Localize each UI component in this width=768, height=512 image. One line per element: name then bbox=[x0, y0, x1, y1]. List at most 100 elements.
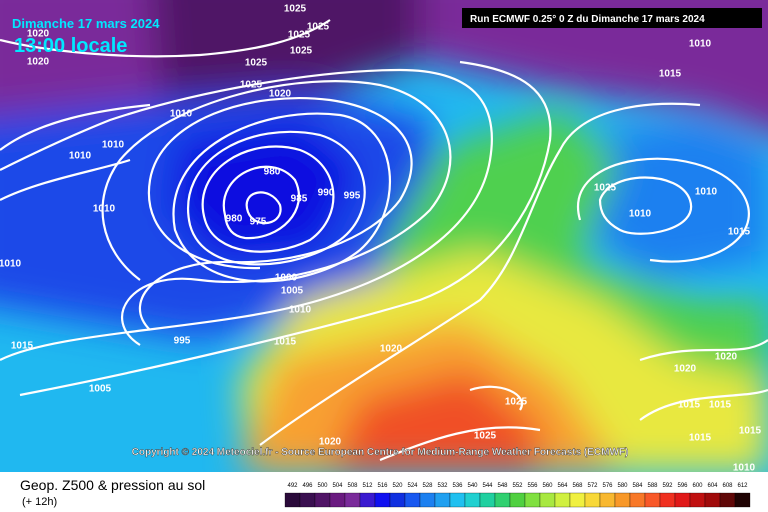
scale-swatch bbox=[329, 492, 346, 508]
scale-swatch bbox=[404, 492, 421, 508]
scale-label: 580 bbox=[617, 483, 628, 489]
scale-swatch bbox=[554, 492, 571, 508]
scale-label: 560 bbox=[542, 483, 553, 489]
isobar-label: 985 bbox=[291, 194, 308, 205]
scale-label: 600 bbox=[692, 483, 703, 489]
isobar-label: 1025 bbox=[245, 58, 268, 69]
scale-swatch bbox=[659, 492, 676, 508]
isobar-label: 1010 bbox=[69, 151, 92, 162]
isobar-label: 1010 bbox=[695, 187, 718, 198]
scale-label: 576 bbox=[602, 483, 613, 489]
scale-swatch bbox=[539, 492, 556, 508]
isobar-label: 1020 bbox=[380, 344, 403, 355]
scale-swatch bbox=[569, 492, 586, 508]
isobar-label: 1025 bbox=[594, 183, 617, 194]
copyright: Copyright © 2024 Meteociel.fr - Source E… bbox=[132, 447, 629, 458]
isobar-label: 975 bbox=[250, 217, 267, 228]
field bbox=[0, 0, 768, 472]
scale-label: 608 bbox=[722, 483, 733, 489]
scale-label: 596 bbox=[677, 483, 688, 489]
run-box bbox=[462, 8, 762, 28]
scale-label: 528 bbox=[422, 483, 433, 489]
isobar-label: 1010 bbox=[102, 140, 125, 151]
scale-label: 544 bbox=[482, 483, 493, 489]
isobar-label: 1025 bbox=[307, 22, 330, 33]
scale-label: 552 bbox=[512, 483, 523, 489]
isobar-label: 1015 bbox=[678, 400, 701, 411]
scale-label: 536 bbox=[452, 483, 463, 489]
scale-label: 512 bbox=[362, 483, 373, 489]
scale-swatch bbox=[689, 492, 706, 508]
scale-label: 572 bbox=[587, 483, 598, 489]
scale-swatch bbox=[299, 492, 316, 508]
scale-swatch bbox=[494, 492, 511, 508]
scale-swatch bbox=[344, 492, 361, 508]
footer-title: Geop. Z500 & pression au sol bbox=[20, 477, 205, 493]
isobar-label: 1010 bbox=[93, 204, 116, 215]
footer-lead: (+ 12h) bbox=[22, 496, 57, 508]
scale-label: 548 bbox=[497, 483, 508, 489]
scale-label: 564 bbox=[557, 483, 568, 489]
scale-swatch bbox=[674, 492, 691, 508]
scale-label: 540 bbox=[467, 483, 478, 489]
isobar-label: 980 bbox=[226, 214, 243, 225]
scale-swatch bbox=[359, 492, 376, 508]
isobar-label: 1015 bbox=[739, 426, 762, 437]
isobar-label: 1020 bbox=[319, 437, 342, 448]
scale-swatch bbox=[719, 492, 736, 508]
run-info: Run ECMWF 0.25° 0 Z du Dimanche 17 mars … bbox=[470, 14, 705, 25]
scale-swatch bbox=[704, 492, 721, 508]
scale-swatch bbox=[584, 492, 601, 508]
color-scale: 492 496 500 504 508 512 516 520 524 528 532 536 540 5… bbox=[284, 483, 751, 508]
scale-swatch bbox=[419, 492, 436, 508]
isobar-label: 1010 bbox=[629, 209, 652, 220]
scale-swatch bbox=[314, 492, 331, 508]
isobar-label: 1010 bbox=[170, 109, 193, 120]
isobar-label: 1010 bbox=[689, 39, 712, 50]
scale-label: 524 bbox=[407, 483, 418, 489]
scale-label: 492 bbox=[287, 483, 298, 489]
isobar-label: 1020 bbox=[27, 29, 50, 40]
scale-label: 556 bbox=[527, 483, 538, 489]
isobar-label: 995 bbox=[344, 191, 361, 202]
scale-swatch bbox=[599, 492, 616, 508]
isobar-label: 1020 bbox=[674, 364, 697, 375]
scale-label: 500 bbox=[317, 483, 328, 489]
scale-label: 584 bbox=[632, 483, 643, 489]
isobar-labels: 1025102510251025102510251020102010101010… bbox=[0, 4, 762, 474]
scale-label: 504 bbox=[332, 483, 343, 489]
isobar-label: 1010 bbox=[289, 305, 312, 316]
map-date: Dimanche 17 mars 2024 bbox=[12, 16, 160, 31]
scale-label: 508 bbox=[347, 483, 358, 489]
map-time: 13:00 locale bbox=[14, 35, 127, 57]
isobar-label: 1015 bbox=[659, 69, 682, 80]
isobar-label: 990 bbox=[318, 188, 335, 199]
isobar-label: 1020 bbox=[715, 352, 738, 363]
isobar-label: 1025 bbox=[474, 431, 497, 442]
scale-label: 568 bbox=[572, 483, 583, 489]
scale-swatch bbox=[614, 492, 631, 508]
scale-swatch bbox=[449, 492, 466, 508]
scale-label: 612 bbox=[737, 483, 748, 489]
isobars bbox=[0, 19, 768, 462]
isobar-label: 1015 bbox=[689, 433, 712, 444]
isobar-label: 1025 bbox=[290, 46, 313, 57]
isobar-label: 1010 bbox=[733, 463, 756, 474]
scale-label: 496 bbox=[302, 483, 313, 489]
scale-swatch bbox=[644, 492, 661, 508]
isobar-label: 1025 bbox=[288, 30, 311, 41]
scale-label: 516 bbox=[377, 483, 388, 489]
scale-label: 588 bbox=[647, 483, 658, 489]
scale-swatch bbox=[509, 492, 526, 508]
isobar-label: 1025 bbox=[240, 80, 263, 91]
scale-swatch bbox=[434, 492, 451, 508]
scale-label: 592 bbox=[662, 483, 673, 489]
isobar-label: 1025 bbox=[284, 4, 307, 15]
isobar-label: 1005 bbox=[281, 286, 304, 297]
scale-swatch bbox=[479, 492, 496, 508]
scale-label: 532 bbox=[437, 483, 448, 489]
isobar-label: 1005 bbox=[89, 384, 112, 395]
scale-swatch bbox=[629, 492, 646, 508]
isobar-label: 1020 bbox=[27, 57, 50, 68]
